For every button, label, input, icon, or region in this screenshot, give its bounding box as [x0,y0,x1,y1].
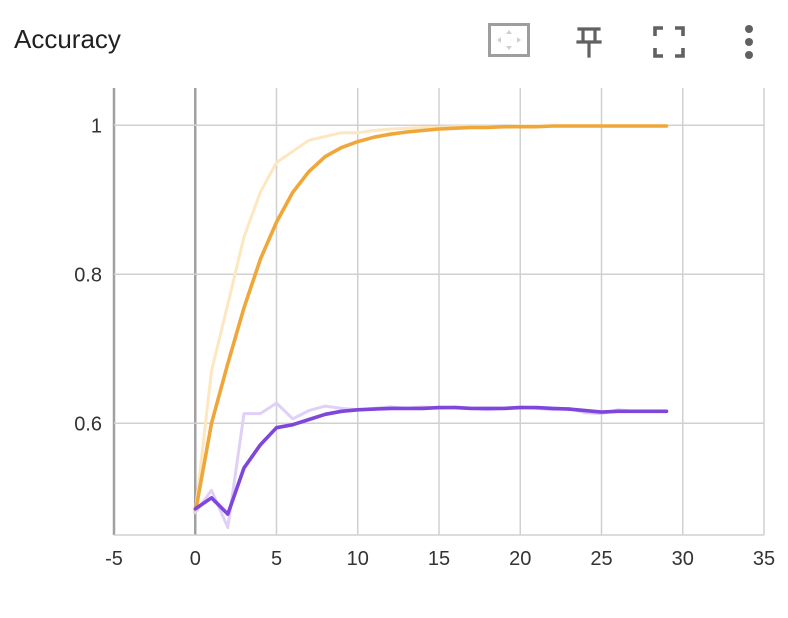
fit-domain-button[interactable] [488,22,530,62]
x-tick-label: -5 [105,548,123,570]
pin-button[interactable] [572,22,612,62]
smoothed-series-line-1 [193,124,669,515]
fit-domain-icon [488,22,530,58]
fullscreen-button[interactable] [652,22,692,62]
x-tick-label: 10 [347,548,369,570]
x-tick-label: 30 [672,548,694,570]
tick-label-layer: -5 0 5 10 15 20 25 30 35 0.6 0.8 1 [74,115,775,570]
smoothed-series-line-3 [193,405,669,516]
pin-icon [572,22,612,62]
x-tick-label: 5 [271,548,282,570]
more-options-button[interactable] [732,22,772,62]
x-tick-label: 35 [753,548,775,570]
y-tick-label: 1 [91,115,102,137]
chart-title: Accuracy [14,24,121,54]
fullscreen-icon [652,25,692,59]
x-tick-label: 15 [428,548,450,570]
chart-header: Accuracy [0,0,788,80]
y-tick-label: 0.8 [74,264,102,286]
raw-series-line-0 [193,124,668,515]
more-vert-icon [732,22,772,62]
raw-series-line-2 [193,401,668,529]
series-layer [193,124,669,529]
x-tick-label: 20 [509,548,531,570]
grid-layer [112,88,765,536]
y-tick-label: 0.6 [74,413,102,435]
x-tick-label: 0 [190,548,201,570]
x-tick-label: 25 [590,548,612,570]
